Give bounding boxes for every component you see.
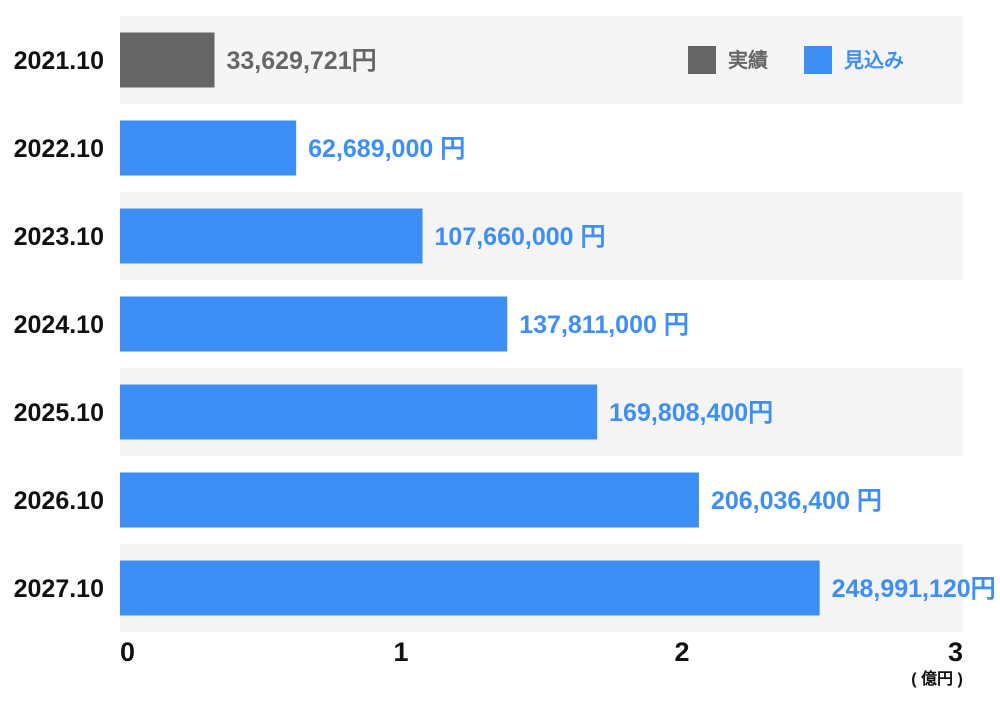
value-label: 137,811,000 円 [519, 311, 689, 339]
bar-2024.10 [120, 296, 508, 352]
category-label: 2024.10 [14, 311, 104, 339]
bar-2022.10 [120, 120, 297, 176]
category-label: 2026.10 [14, 487, 104, 515]
legend-label-actual: 実績 [728, 48, 768, 72]
value-label: 33,629,721円 [226, 47, 376, 75]
category-label: 2027.10 [14, 575, 104, 603]
x-tick-label: 3 [948, 637, 963, 667]
legend: 実績 見込み [688, 46, 904, 74]
bar-2027.10 [120, 560, 820, 616]
category-label: 2022.10 [14, 135, 104, 163]
x-tick-label: 0 [120, 637, 135, 667]
category-label: 2025.10 [14, 399, 104, 427]
x-tick-label: 2 [674, 637, 689, 667]
value-label: 206,036,400 円 [711, 487, 882, 515]
value-label: 107,660,000 円 [435, 223, 606, 251]
bar-2025.10 [120, 384, 598, 440]
category-label: 2023.10 [14, 223, 104, 251]
legend-swatch-actual [688, 46, 716, 74]
category-label: 2021.10 [14, 47, 104, 75]
x-axis-unit-label: ( 億円 ) [911, 669, 963, 688]
value-label: 169,808,400円 [609, 399, 773, 427]
category-labels: 2021.10 2022.10 2023.10 2024.10 2025.10 2026.… [14, 47, 104, 603]
bar-2023.10 [120, 208, 423, 264]
legend-swatch-forecast [804, 46, 832, 74]
bars [120, 32, 820, 616]
value-labels: 33,629,721円 62,689,000 円 107,660,000 円 137,… [226, 47, 995, 603]
bar-2026.10 [120, 472, 699, 528]
bar-2021.10 [120, 32, 215, 88]
x-tick-label: 1 [393, 637, 408, 667]
x-axis-ticks: 0 1 2 3 [120, 637, 963, 667]
value-label: 248,991,120円 [832, 575, 996, 603]
value-label: 62,689,000 円 [308, 135, 465, 163]
legend-label-forecast: 見込み [844, 49, 904, 72]
